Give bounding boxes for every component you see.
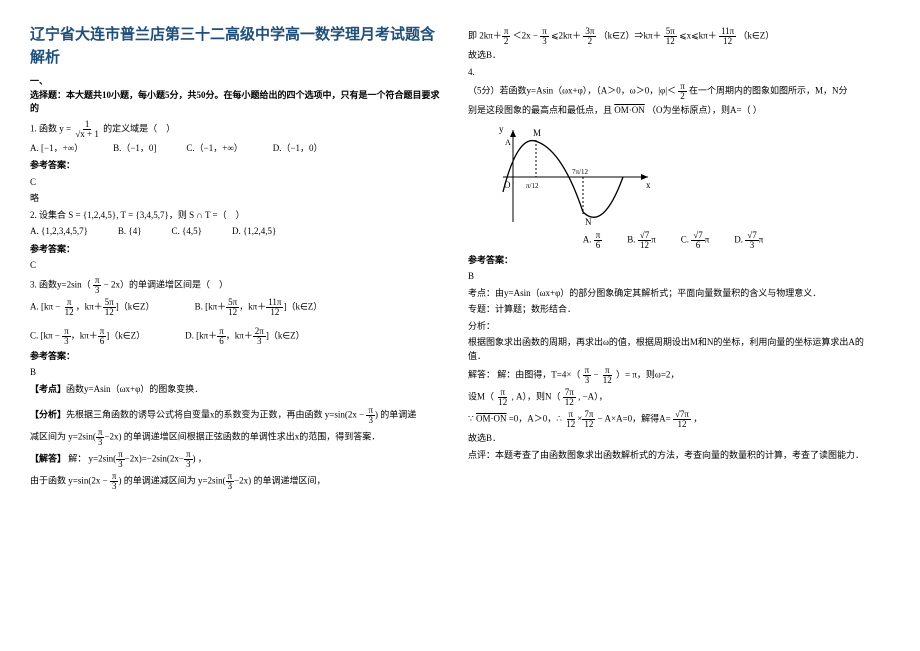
q4-setM: 设M（ π12 , A），则N（ 7π12 , −A），: [468, 388, 878, 407]
q3-opt-d: D. [kπ＋π6，kπ＋2π3]（k∈Z）: [185, 327, 305, 346]
q2-answer-label: 参考答案：: [30, 243, 440, 257]
q1-opt-d: D.（−1，0）: [273, 142, 323, 156]
q4-opt-d: D. √73π: [734, 231, 763, 250]
svg-text:O: O: [504, 180, 511, 190]
q3-jieda: 【解答】 解： y=2sin(π3−2x)=−2sin(2x−π3) ，: [30, 450, 440, 469]
q3-opt-b: B. [kπ＋5π12，kπ＋11π12]（k∈Z）: [195, 298, 323, 317]
q4-kaodian: 考点：由y=Asin（ωx+φ）的部分图象确定其解析式；平面向量数量积的含义与物…: [468, 287, 878, 301]
q3-kaodian: 【考点】函数y=Asin（ωx+φ）的图象变换．: [30, 383, 440, 397]
q3-opt-c: C. [kπ − π3，kπ＋π6]（k∈Z）: [30, 327, 145, 346]
q4-opt-a: A. π6: [583, 231, 603, 250]
svg-text:x: x: [646, 180, 651, 190]
q3-fenxi2: 减区间为 y=2sin(π3−2x) 的单调递增区间根据正弦函数的单调性求出x的…: [30, 428, 440, 447]
ineq-line: 即 2kπ＋π2 ＜2x − π3 ⩽2kπ＋ 3π2 （k∈Z）⇒kπ＋ 5π…: [468, 27, 878, 46]
q1-answer: C: [30, 176, 440, 190]
q3-fenxi: 【分析】先根据三角函数的诱导公式将自变量x的系数变为正数，再由函数 y=sin(…: [30, 406, 440, 425]
section-1-label: 一、 选择题：本大题共10小题，每小题5分，共50分。在每小题给出的四个选项中，…: [30, 75, 440, 116]
conclude-b: 故选B．: [468, 49, 878, 63]
q4-answer-label: 参考答案：: [468, 254, 878, 268]
q4-jieda: 解答： 解：由图得，T=4×（ π3 − π12 ）= π，则ω=2，: [468, 366, 878, 385]
sine-figure: y x O M N π/12 7π/12 A: [488, 122, 658, 227]
q3-stem: 3. 函数y=2sin（ π3 − 2x）的单调递增区间是（ ）: [30, 276, 440, 295]
svg-text:M: M: [533, 128, 541, 138]
exam-title: 辽宁省大连市普兰店第三十二高级中学高一数学理月考试题含解析: [30, 24, 440, 69]
q2-opt-c: C. {4,5}: [172, 225, 202, 239]
q4-stem: （5分）若函数y=Asin（ωx+φ），（A＞0，ω＞0，|φ|＜ π2 在一个…: [468, 82, 878, 101]
q4-answer: B: [468, 270, 878, 284]
q2-opt-b: B. {4}: [118, 225, 142, 239]
q4-dot: ∵ OM·ON =0，A＞0，∴ π12×7π12 − A×A=0，解得A= √…: [468, 410, 878, 429]
q2-stem: 2. 设集合 S = {1,2,4,5}, T = {3,4,5,7}，则 S …: [30, 209, 440, 223]
q3-answer-label: 参考答案：: [30, 350, 440, 364]
q4-fenxi: 分析：: [468, 320, 878, 334]
q4-zhuanti: 专题：计算题；数形结合．: [468, 303, 878, 317]
q1-options: A. [−1，+∞） B.（−1，0] C.（−1，+∞） D.（−1，0）: [30, 142, 440, 156]
q4-dianping: 点评：本题考查了由函数图象求出函数解析式的方法，考查向量的数量积的计算，考查了读…: [468, 449, 878, 463]
q1-answer-label: 参考答案：: [30, 159, 440, 173]
q4-options: A. π6 B. √712π C. √76π D. √73π: [468, 231, 878, 250]
q4-opt-c: C. √76π: [681, 231, 710, 250]
q1-opt-a: A. [−1，+∞）: [30, 142, 83, 156]
q2-options: A. {1,2,3,4,5,7} B. {4} C. {4,5} D. {1,2…: [30, 225, 440, 239]
right-column: 即 2kπ＋π2 ＜2x − π3 ⩽2kπ＋ 3π2 （k∈Z）⇒kπ＋ 5π…: [468, 24, 878, 494]
q1-note: 略: [30, 192, 440, 206]
q2-opt-d: D. {1,2,4,5}: [232, 225, 276, 239]
q2-answer: C: [30, 259, 440, 273]
q3-options: A. [kπ − π12，kπ＋5π12]（k∈Z） B. [kπ＋5π12，k…: [30, 298, 440, 346]
left-column: 辽宁省大连市普兰店第三十二高级中学高一数学理月考试题含解析 一、 选择题：本大题…: [30, 24, 440, 494]
q4-fenxi-text: 根据图象求出函数的周期，再求出ω的值，根据周期设出M和N的坐标，利用向量的坐标运…: [468, 336, 878, 363]
q3-jieda2: 由于函数 y=sin(2x − π3) 的单调递减区间为 y=2sin(π3−2…: [30, 472, 440, 491]
q1-opt-b: B.（−1，0]: [113, 142, 156, 156]
q4-conclude: 故选B．: [468, 432, 878, 446]
svg-text:A: A: [505, 138, 511, 147]
q1-opt-c: C.（−1，+∞）: [186, 142, 242, 156]
svg-text:y: y: [499, 124, 504, 134]
q4-opt-b: B. √712π: [627, 231, 656, 250]
svg-text:π/12: π/12: [526, 182, 539, 190]
q1-stem: 1. 函数 y = 1√x + 1 的定义域是（ ）: [30, 120, 440, 139]
q4-num: 4.: [468, 66, 878, 80]
svg-text:7π/12: 7π/12: [572, 168, 588, 176]
svg-text:N: N: [585, 217, 592, 227]
q3-opt-a: A. [kπ − π12，kπ＋5π12]（k∈Z）: [30, 298, 155, 317]
q2-opt-a: A. {1,2,3,4,5,7}: [30, 225, 88, 239]
q4-stem2: 别是这段图象的最高点和最低点，且 OM·ON （O为坐标原点），则A=（ ）: [468, 104, 878, 118]
q3-answer: B: [30, 366, 440, 380]
